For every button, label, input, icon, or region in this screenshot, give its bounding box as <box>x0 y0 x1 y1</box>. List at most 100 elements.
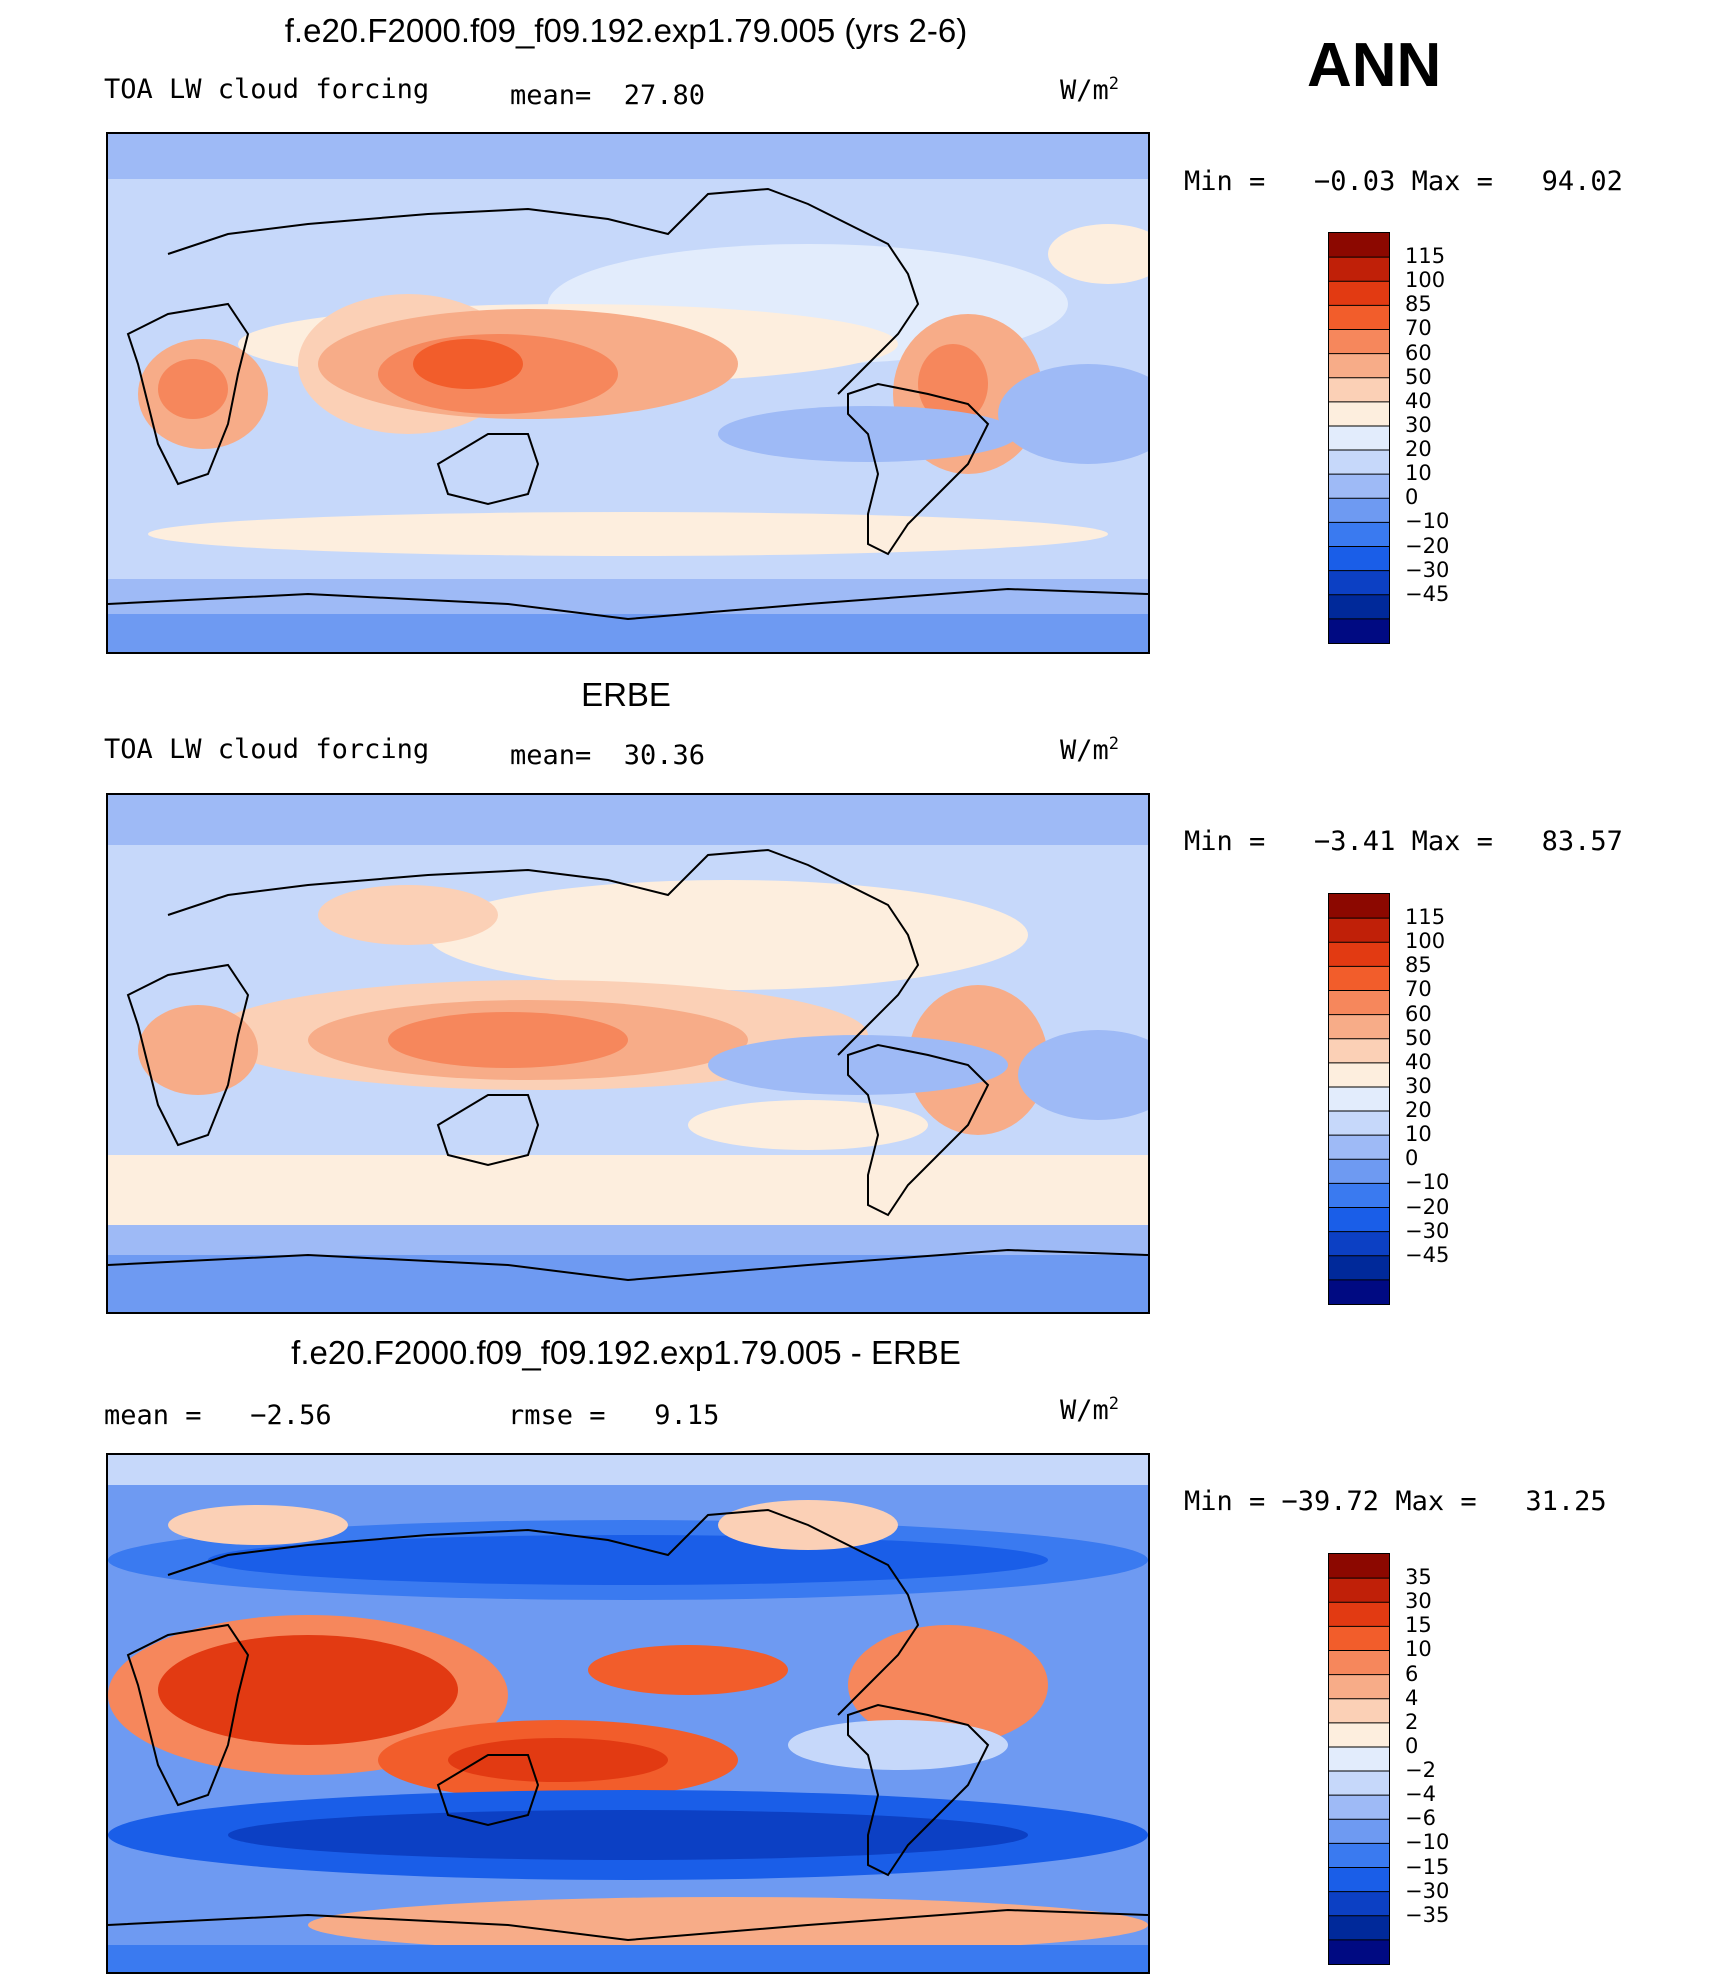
colorbar-swatch <box>1329 1014 1389 1040</box>
colorbar-tick-label: 70 <box>1405 977 1432 1002</box>
colorbar-tick-label: −45 <box>1405 1242 1450 1267</box>
panel-1-field-label: TOA LW cloud forcing <box>104 74 430 105</box>
colorbar-swatch <box>1329 377 1389 403</box>
colorbar-swatch <box>1329 1183 1389 1209</box>
colorbar-swatch <box>1329 353 1389 379</box>
colorbar-tick-label: −30 <box>1405 1878 1450 1903</box>
colorbar-swatch <box>1329 1843 1389 1869</box>
colorbar-tick-label: −15 <box>1405 1854 1450 1879</box>
panel-2-mean: mean= 30.36 <box>510 740 706 771</box>
colorbar-tick-label: 85 <box>1405 292 1432 317</box>
panel-3-colorbar-swatches <box>1329 1554 1389 1965</box>
colorbar-swatch <box>1329 498 1389 523</box>
colorbar-tick-label: −10 <box>1405 1830 1450 1855</box>
colorbar-swatch <box>1329 1231 1389 1257</box>
colorbar-tick-label: −4 <box>1405 1782 1436 1807</box>
colorbar-tick-label: 0 <box>1405 1733 1419 1758</box>
colorbar-swatch <box>1329 1159 1389 1184</box>
colorbar-tick-label: −45 <box>1405 581 1450 606</box>
colorbar-swatch <box>1329 1062 1389 1088</box>
panel-1-mean: mean= 27.80 <box>510 80 706 111</box>
colorbar-swatch <box>1329 918 1389 943</box>
panel-2-minmax: Min = −3.41 Max = 83.57 <box>1184 826 1623 857</box>
colorbar-swatch <box>1329 1746 1389 1772</box>
panel-1-title: f.e20.F2000.f09_f09.192.exp1.79.005 (yrs… <box>284 12 968 49</box>
colorbar-tick-label: 10 <box>1405 461 1432 486</box>
colorbar-tick-label: −30 <box>1405 557 1450 582</box>
colorbar-tick-label: −10 <box>1405 1170 1450 1195</box>
colorbar-tick-label: 15 <box>1405 1613 1432 1638</box>
colorbar-swatch <box>1329 1602 1389 1627</box>
colorbar-swatch <box>1329 1939 1389 1965</box>
panel-3-contour-field <box>108 1455 1148 1972</box>
colorbar-swatch <box>1329 1135 1389 1160</box>
colorbar-swatch <box>1329 546 1389 572</box>
colorbar-swatch <box>1329 281 1389 306</box>
colorbar-swatch <box>1329 894 1389 919</box>
panel-1-map <box>106 132 1150 654</box>
colorbar-swatch <box>1329 1819 1389 1844</box>
colorbar-swatch <box>1329 594 1389 620</box>
colorbar-tick-label: 115 <box>1405 905 1446 930</box>
panel-3-mean: mean = −2.56 <box>104 1400 332 1431</box>
colorbar-swatch <box>1329 1038 1389 1064</box>
colorbar-swatch <box>1329 305 1389 330</box>
panel-2-map <box>106 793 1150 1314</box>
panel-2-units: W/m2 <box>1060 734 1120 766</box>
colorbar-tick-label: 10 <box>1405 1637 1432 1662</box>
colorbar-swatch <box>1329 990 1389 1016</box>
panel-1-colorbar <box>1328 232 1390 644</box>
colorbar-swatch <box>1329 1086 1389 1112</box>
panel-3-rmse: rmse = 9.15 <box>508 1400 720 1431</box>
colorbar-swatch <box>1329 1674 1389 1700</box>
colorbar-swatch <box>1329 257 1389 282</box>
panel-3-minmax: Min = −39.72 Max = 31.25 <box>1184 1486 1607 1517</box>
panel-3-colorbar <box>1328 1553 1390 1965</box>
colorbar-tick-label: −20 <box>1405 1194 1450 1219</box>
colorbar-swatch <box>1329 401 1389 427</box>
colorbar-tick-label: −30 <box>1405 1218 1450 1243</box>
colorbar-swatch <box>1329 1722 1389 1748</box>
colorbar-tick-label: 35 <box>1405 1565 1432 1590</box>
colorbar-swatch <box>1329 1279 1389 1305</box>
panel-1-contour-field <box>108 134 1148 652</box>
colorbar-swatch <box>1329 425 1389 451</box>
colorbar-tick-label: −35 <box>1405 1902 1450 1927</box>
panel-2-title: ERBE <box>581 676 671 713</box>
colorbar-tick-label: 100 <box>1405 929 1446 954</box>
colorbar-swatch <box>1329 618 1389 644</box>
colorbar-swatch <box>1329 1795 1389 1820</box>
panel-3-units: W/m2 <box>1060 1394 1120 1426</box>
colorbar-swatch <box>1329 522 1389 548</box>
panel-2-field-label: TOA LW cloud forcing <box>104 734 430 765</box>
colorbar-swatch <box>1329 1626 1389 1651</box>
colorbar-tick-label: 4 <box>1405 1685 1419 1710</box>
panel-3-title: f.e20.F2000.f09_f09.192.exp1.79.005 - ER… <box>291 1334 961 1371</box>
colorbar-tick-label: 6 <box>1405 1661 1419 1686</box>
panel-3-map <box>106 1453 1150 1974</box>
colorbar-tick-label: 30 <box>1405 1073 1432 1098</box>
colorbar-tick-label: 40 <box>1405 388 1432 413</box>
colorbar-tick-label: 60 <box>1405 340 1432 365</box>
colorbar-tick-label: −6 <box>1405 1806 1436 1831</box>
colorbar-tick-label: 20 <box>1405 1098 1432 1123</box>
colorbar-tick-label: 60 <box>1405 1001 1432 1026</box>
panel-1-minmax: Min = −0.03 Max = 94.02 <box>1184 166 1623 197</box>
colorbar-swatch <box>1329 450 1389 475</box>
colorbar-tick-label: 100 <box>1405 268 1446 293</box>
colorbar-tick-label: 115 <box>1405 244 1446 269</box>
colorbar-swatch <box>1329 1698 1389 1724</box>
colorbar-swatch <box>1329 1111 1389 1136</box>
colorbar-swatch <box>1329 1915 1389 1941</box>
panel-2-contour-field <box>108 795 1148 1312</box>
colorbar-tick-label: 70 <box>1405 316 1432 341</box>
panel-2-colorbar-swatches <box>1329 894 1389 1305</box>
colorbar-tick-label: −2 <box>1405 1758 1436 1783</box>
colorbar-swatch <box>1329 1207 1389 1233</box>
colorbar-swatch <box>1329 1554 1389 1579</box>
colorbar-swatch <box>1329 1891 1389 1917</box>
colorbar-swatch <box>1329 1578 1389 1603</box>
panel-1-colorbar-swatches <box>1329 233 1389 644</box>
colorbar-tick-label: 50 <box>1405 1025 1432 1050</box>
colorbar-swatch <box>1329 474 1389 499</box>
